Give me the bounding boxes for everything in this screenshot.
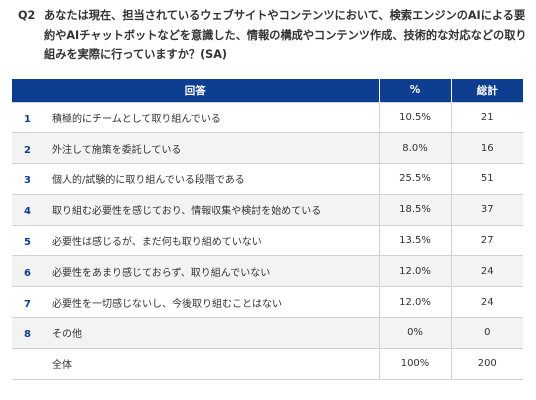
- total-cell: 24: [450, 286, 523, 319]
- option-number: 4: [24, 206, 31, 218]
- percent-cell: 8.0%: [378, 132, 451, 165]
- option-number: 6: [24, 267, 31, 279]
- total-cell: 16: [450, 132, 523, 165]
- percent-cell: 25.5%: [378, 163, 451, 195]
- option-number: 1: [24, 113, 31, 125]
- question-text: あなたは現在、担当されているウェブサイトやコンテンツにおいて、検索エンジンのAI…: [44, 9, 527, 61]
- total-cell: 24: [450, 255, 523, 288]
- option-label: 外注して施策を委託している: [52, 144, 182, 156]
- table-row: 5 必要性は感じるが、まだ何も取り組めていない 13.5% 27: [12, 224, 523, 257]
- table-row: 7 必要性を一切感じないし、今後取り組むことはない 12.0% 24: [12, 286, 523, 319]
- percent-cell: 18.5%: [378, 193, 451, 226]
- answer-cell: 1 積極的にチームとして取り組んでいる: [12, 101, 379, 134]
- answer-cell: 5 必要性は感じるが、まだ何も取り組めていない: [12, 224, 379, 257]
- option-number: 8: [24, 329, 31, 341]
- total-row: 全体 100% 200: [12, 347, 523, 380]
- option-label: 必要性は感じるが、まだ何も取り組めていない: [52, 237, 262, 249]
- total-label: 全体: [52, 360, 72, 372]
- table-row: 4 取り組む必要性を感じており、情報収集や検討を始めている 18.5% 37: [12, 193, 523, 226]
- percent-cell: 0%: [378, 317, 451, 349]
- option-label: 個人的/試験的に取り組んでいる段階である: [52, 175, 245, 187]
- percent-cell: 10.5%: [378, 101, 451, 134]
- header-answer: 回答: [12, 79, 379, 102]
- table-header-row: 回答 % 総計: [12, 79, 523, 102]
- header-total: 総計: [450, 79, 523, 102]
- percent-cell: 12.0%: [378, 255, 451, 288]
- total-percent-cell: 100%: [378, 347, 451, 380]
- option-label: その他: [52, 329, 82, 341]
- answer-cell: 8 その他: [12, 317, 379, 349]
- option-label: 必要性をあまり感じておらず、取り組んでいない: [52, 267, 271, 279]
- table-row: 2 外注して施策を委託している 8.0% 16: [12, 132, 523, 165]
- option-label: 積極的にチームとして取り組んでいる: [52, 113, 221, 125]
- table-row: 8 その他 0% 0: [12, 317, 523, 349]
- option-label: 取り組む必要性を感じており、情報収集や検討を始めている: [52, 206, 322, 218]
- total-cell: 27: [450, 224, 523, 257]
- question-number: Q2: [18, 9, 36, 22]
- answer-cell: 6 必要性をあまり感じておらず、取り組んでいない: [12, 255, 379, 288]
- answer-cell: 全体: [12, 347, 379, 380]
- total-cell: 0: [450, 317, 523, 349]
- option-number: 3: [24, 175, 31, 187]
- total-cell: 37: [450, 193, 523, 226]
- option-number: 5: [24, 237, 31, 249]
- answer-cell: 2 外注して施策を委託している: [12, 132, 379, 165]
- percent-cell: 13.5%: [378, 224, 451, 257]
- table-row: 3 個人的/試験的に取り組んでいる段階である 25.5% 51: [12, 163, 523, 195]
- results-table: 回答 % 総計 1 積極的にチームとして取り組んでいる 10.5% 21 2 外注して施策…: [12, 79, 523, 380]
- header-percent: %: [378, 79, 451, 102]
- total-cell: 21: [450, 101, 523, 134]
- table-row: 6 必要性をあまり感じておらず、取り組んでいない 12.0% 24: [12, 255, 523, 288]
- option-label: 必要性を一切感じないし、今後取り組むことはない: [52, 298, 282, 310]
- option-number: 2: [24, 144, 31, 156]
- answer-cell: 4 取り組む必要性を感じており、情報収集や検討を始めている: [12, 193, 379, 226]
- option-number: 7: [24, 298, 31, 310]
- total-cell: 51: [450, 163, 523, 195]
- grand-total-cell: 200: [450, 347, 523, 380]
- answer-cell: 3 個人的/試験的に取り組んでいる段階である: [12, 163, 379, 195]
- answer-cell: 7 必要性を一切感じないし、今後取り組むことはない: [12, 286, 379, 319]
- table-row: 1 積極的にチームとして取り組んでいる 10.5% 21: [12, 101, 523, 134]
- percent-cell: 12.0%: [378, 286, 451, 319]
- question: Q2 あなたは現在、担当されているウェブサイトやコンテンツにおいて、検索エンジン…: [18, 6, 528, 65]
